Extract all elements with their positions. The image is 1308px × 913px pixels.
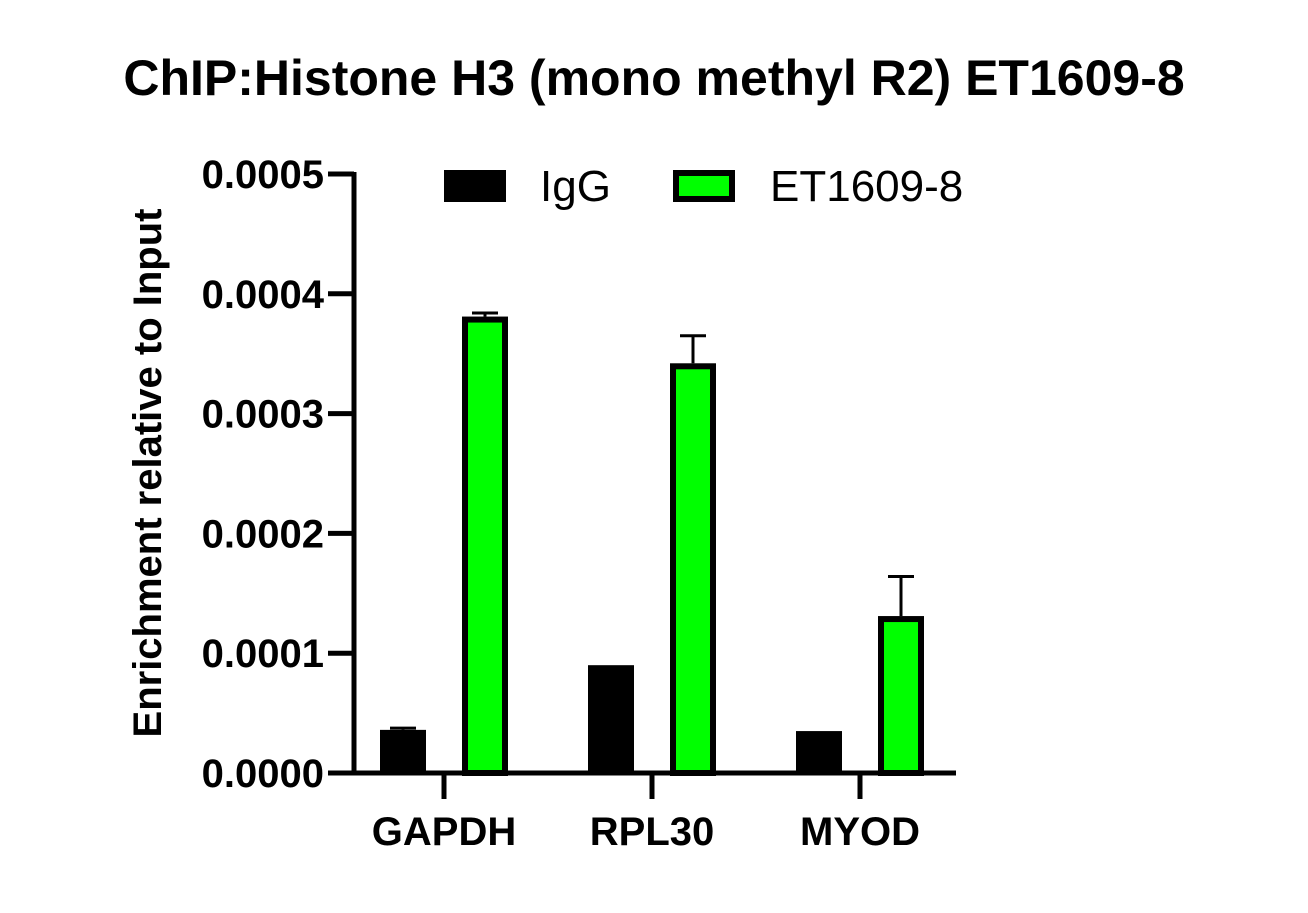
y-tick-label: 0.0000 — [202, 752, 324, 796]
legend-swatch-et1609-8 — [673, 170, 735, 202]
x-tick-label: MYOD — [800, 810, 920, 854]
legend: IgG ET1609-8 — [444, 162, 963, 211]
bar-igg-gapdh — [380, 729, 426, 773]
bar-igg-myod — [796, 731, 842, 773]
y-tick-label: 0.0002 — [202, 512, 324, 556]
y-tick-label: 0.0005 — [202, 153, 324, 197]
y-axis: 0.0000 0.0001 0.0002 0.0003 0.0004 0.0005 — [202, 153, 357, 796]
y-tick-label: 0.0001 — [202, 632, 324, 676]
legend-swatch-igg — [444, 170, 506, 202]
bars — [380, 311, 924, 777]
legend-label-et1609-8: ET1609-8 — [770, 162, 963, 211]
bar-et1609-8-myod — [878, 616, 924, 777]
y-tick-label: 0.0004 — [202, 273, 325, 317]
x-tick-label: RPL30 — [590, 810, 715, 854]
bar-igg-rpl30 — [588, 665, 634, 773]
y-axis-title: Enrichment relative to Input — [126, 209, 170, 738]
x-axis: GAPDH RPL30 MYOD — [352, 770, 956, 854]
x-tick-label: GAPDH — [372, 810, 516, 854]
bar-et1609-8-gapdh — [462, 316, 508, 776]
chart-title: ChIP:Histone H3 (mono methyl R2) ET1609-… — [123, 50, 1184, 106]
y-tick-label: 0.0003 — [202, 393, 324, 437]
legend-label-igg: IgG — [540, 162, 611, 211]
bar-et1609-8-rpl30 — [670, 363, 716, 776]
